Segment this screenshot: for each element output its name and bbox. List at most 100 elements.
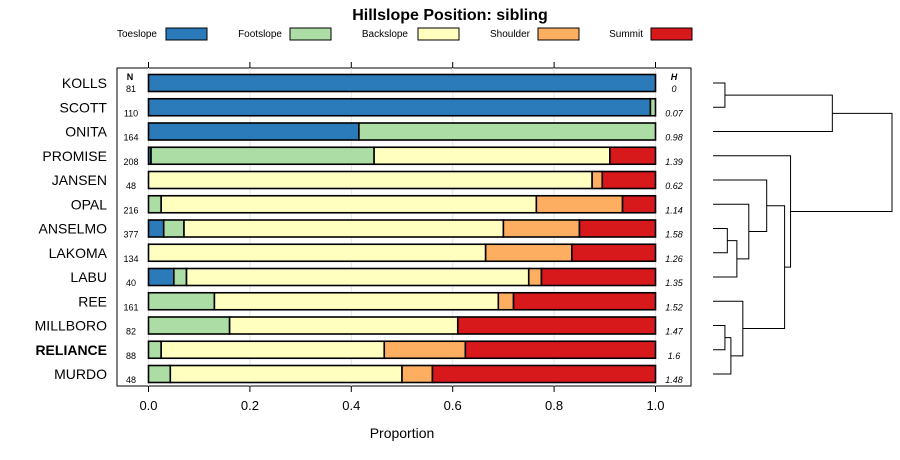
row-kolls: KOLLS 81 0	[62, 73, 677, 94]
row-murdo: MURDO 48 1.48	[54, 364, 683, 385]
dendrogram-link-8	[713, 337, 732, 375]
n-value: 208	[123, 157, 138, 167]
n-value: 110	[124, 108, 138, 118]
bar-segment-toeslope	[147, 73, 657, 93]
h-value: 1.48	[665, 375, 683, 385]
x-axis-label: Proportion	[370, 425, 435, 441]
h-value: 1.58	[665, 230, 683, 240]
x-axis: 0.0 0.2 0.4 0.6 0.8 1.0	[139, 62, 665, 413]
n-value: 161	[123, 302, 138, 312]
dendrogram-link-9	[713, 300, 744, 357]
dendrogram-link-7	[713, 325, 726, 351]
bar-segment-shoulder	[497, 291, 515, 311]
legend-swatch-backslope	[417, 27, 460, 41]
bar-segment-shoulder	[484, 243, 573, 263]
bar-segment-backslope	[213, 291, 500, 311]
category-label: RELIANCE	[35, 342, 107, 358]
n-value: 216	[123, 205, 138, 215]
category-label: MURDO	[54, 366, 107, 382]
dendrogram-link-2	[713, 94, 833, 132]
category-label: PROMISE	[42, 148, 107, 164]
dendrogram-link-11	[713, 155, 792, 268]
h-value: 0.07	[665, 108, 684, 118]
bar-segment-summit	[456, 316, 657, 335]
bar-segment-footslope	[649, 97, 657, 117]
x-tick-label: 0.6	[444, 398, 462, 413]
bar-segment-toeslope	[147, 97, 652, 117]
row-ree: REE 161 1.52	[78, 291, 683, 312]
row-onita: ONITA 164 0.98	[65, 122, 683, 143]
category-label: LAKOMA	[49, 245, 108, 261]
plot-frame	[116, 67, 692, 387]
bar-segment-summit	[571, 243, 657, 263]
bar-segment-summit	[621, 194, 657, 214]
n-value: 40	[126, 278, 136, 288]
bar-segment-backslope	[169, 364, 403, 384]
dendrogram-link-5	[713, 203, 750, 260]
h-value: 1.39	[665, 157, 683, 167]
row-lakoma: LAKOMA 134 1.26	[49, 243, 683, 264]
legend-swatch-footslope	[289, 27, 332, 41]
dendrogram-link-1	[713, 82, 726, 108]
row-reliance: RELIANCE 88 1.6	[35, 340, 680, 361]
h-value: 0	[671, 84, 676, 94]
n-value: 48	[126, 181, 136, 191]
bar-segment-backslope	[147, 243, 487, 263]
bar-segment-summit	[512, 291, 657, 311]
row-opal: OPAL 216 1.14	[71, 194, 683, 215]
n-value: 82	[126, 327, 136, 337]
category-label: ONITA	[65, 124, 107, 140]
h-value: 1.26	[665, 254, 683, 264]
category-label: MILLBORO	[35, 318, 107, 334]
bar-segment-footslope	[150, 146, 375, 166]
legend-swatch-shoulder	[537, 27, 580, 41]
row-millboro: MILLBORO 82 1.47	[35, 316, 684, 337]
dendrogram	[713, 82, 893, 375]
n-value: 81	[126, 84, 136, 94]
n-header: N	[127, 72, 134, 82]
legend-swatch-summit	[650, 27, 693, 41]
row-scott: SCOTT 110 0.07	[60, 97, 684, 118]
row-jansen: JANSEN 48 0.62	[52, 170, 683, 191]
dendrogram-link-4	[713, 240, 738, 278]
category-label: LABU	[70, 269, 107, 285]
bar-segment-summit	[601, 170, 657, 190]
h-header: H	[671, 72, 678, 82]
category-label: KOLLS	[62, 75, 107, 91]
bar-segment-footslope	[147, 316, 231, 335]
legend-swatch-toeslope	[165, 27, 208, 41]
n-value: 377	[123, 230, 138, 240]
dendrogram-link-3	[713, 228, 728, 254]
category-label: ANSELMO	[39, 221, 108, 237]
dendrogram-link-6	[713, 179, 768, 233]
h-value: 0.98	[665, 133, 683, 143]
x-tick-label: 1.0	[646, 398, 664, 413]
category-label: OPAL	[71, 196, 108, 212]
bar-segment-footslope	[147, 340, 162, 360]
bar-segment-shoulder	[591, 170, 604, 190]
bar-segment-backslope	[373, 146, 611, 166]
h-value: 1.52	[665, 302, 683, 312]
x-tick-label: 0.0	[139, 398, 157, 413]
bar-segment-shoulder	[401, 364, 434, 384]
bar-segment-toeslope	[147, 267, 175, 287]
legend-label-summit: Summit	[609, 29, 643, 40]
n-value: 88	[126, 351, 136, 361]
bar-segment-summit	[540, 267, 657, 287]
legend-label-footslope: Footslope	[238, 29, 282, 40]
legend-label-shoulder: Shoulder	[490, 29, 531, 40]
x-tick-label: 0.2	[241, 398, 259, 413]
bar-segment-backslope	[160, 194, 538, 214]
bar-segment-footslope	[162, 219, 185, 238]
bar-segment-backslope	[160, 340, 386, 360]
bar-segment-shoulder	[502, 219, 581, 238]
bar-segment-summit	[609, 146, 657, 166]
bar-segment-toeslope	[147, 219, 165, 238]
dendrogram-link-12	[790, 112, 893, 212]
bar-segment-footslope	[147, 194, 162, 214]
n-value: 134	[123, 254, 138, 264]
bar-segment-backslope	[147, 170, 593, 190]
bar-segment-shoulder	[535, 194, 624, 214]
row-labu: LABU 40 1.35	[70, 267, 684, 288]
row-anselmo: ANSELMO 377 1.58	[39, 219, 683, 240]
